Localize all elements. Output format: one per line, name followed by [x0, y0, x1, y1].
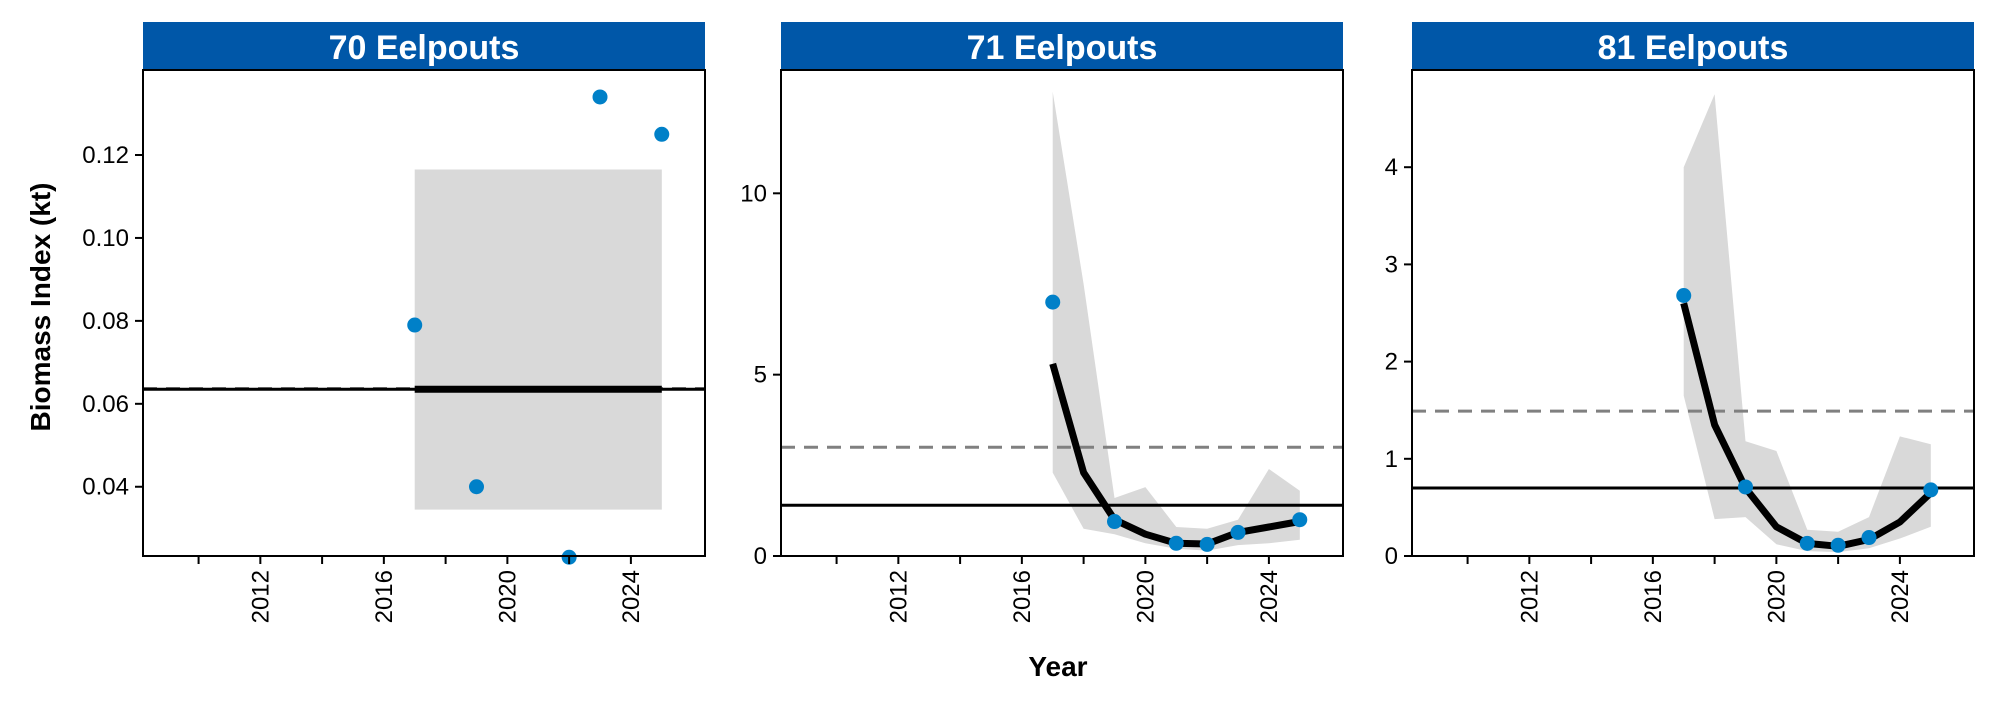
plot-area	[781, 91, 1343, 551]
y-tick-label: 0.10	[82, 225, 129, 252]
y-tick-label: 5	[754, 362, 767, 389]
panel-title: 81 Eelpouts	[1598, 29, 1789, 67]
y-tick-label: 4	[1385, 154, 1398, 181]
data-point	[1045, 294, 1061, 310]
plot-area	[1412, 94, 1974, 553]
data-point	[1676, 288, 1692, 304]
y-tick-label: 0.08	[82, 308, 129, 335]
x-tick-label: 2020	[494, 570, 521, 623]
data-point	[1168, 535, 1184, 551]
data-point	[1106, 514, 1122, 530]
x-axis-title: Year	[1028, 651, 1087, 682]
y-tick-label: 1	[1385, 446, 1398, 473]
data-point	[1799, 535, 1815, 551]
panel-title: 71 Eelpouts	[967, 29, 1158, 67]
panel-2: 71 Eelpouts 2012 2016 2020 2024 0 5 10	[740, 22, 1344, 623]
y-tick-label: 0.06	[82, 391, 129, 418]
x-tick-label: 2016	[371, 570, 398, 623]
x-tick-label: 2016	[1640, 570, 1667, 623]
x-tick-label: 2020	[1763, 570, 1790, 623]
y-tick-label: 0	[1385, 543, 1398, 570]
data-point	[407, 317, 423, 333]
confidence-ribbon	[414, 169, 662, 510]
x-tick-label: 2012	[1516, 570, 1543, 623]
data-point	[1737, 479, 1753, 495]
x-tick-label: 2020	[1132, 570, 1159, 623]
data-point	[1861, 530, 1877, 546]
data-point	[1199, 536, 1215, 552]
panel-strip	[1412, 22, 1974, 70]
x-tick-label: 2012	[885, 570, 912, 623]
x-tick-label: 2016	[1009, 570, 1036, 623]
y-tick-label: 2	[1385, 349, 1398, 376]
y-tick-label: 0.04	[82, 474, 129, 501]
confidence-ribbon	[1683, 94, 1931, 553]
facet-panels: 70 Eelpouts 2012 2016 2020 2024 0.04 0.06 0.08 0…	[82, 22, 1975, 623]
data-point	[1923, 482, 1939, 498]
panel-1: 70 Eelpouts 2012 2016 2020 2024 0.04 0.06 0.08 0…	[82, 22, 706, 623]
panel-border	[1411, 69, 1975, 557]
panel-border	[142, 69, 706, 557]
data-point	[468, 479, 484, 495]
y-tick-label: 0	[754, 543, 767, 570]
data-point	[592, 89, 608, 105]
plot-area	[143, 169, 705, 510]
data-point	[1230, 524, 1246, 540]
y-axis-title: Biomass Index (kt)	[25, 183, 56, 432]
data-point	[1830, 537, 1846, 553]
panel-border	[780, 69, 1344, 557]
x-tick-label: 2012	[247, 570, 274, 623]
x-tick-label: 2024	[1256, 570, 1283, 623]
panel-title: 70 Eelpouts	[329, 29, 520, 67]
y-tick-label: 10	[740, 180, 767, 207]
y-tick-label: 3	[1385, 251, 1398, 278]
x-tick-label: 2024	[1887, 570, 1914, 623]
panel-strip	[143, 22, 705, 70]
x-tick-label: 2024	[618, 570, 645, 623]
panel-strip	[781, 22, 1343, 70]
panel-3: 81 Eelpouts 2012 2016 2020 2024 0 1 2 3 4	[1385, 22, 1975, 623]
data-point	[1292, 512, 1308, 528]
y-tick-label: 0.12	[82, 142, 129, 169]
data-point	[654, 126, 670, 142]
